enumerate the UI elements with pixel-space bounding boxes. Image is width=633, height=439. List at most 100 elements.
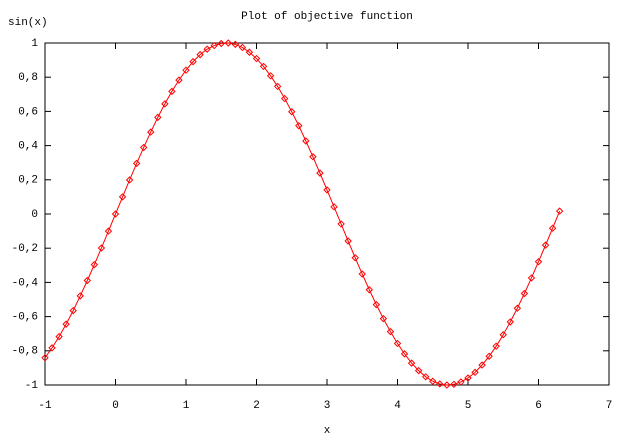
point-marker: [555, 207, 564, 215]
x-tick-label: 7: [606, 400, 613, 412]
point-marker: [154, 113, 162, 122]
point-marker: [224, 39, 233, 47]
series-line: [44, 42, 561, 386]
point-marker: [534, 258, 543, 266]
y-tick-label: 1: [31, 38, 38, 50]
point-marker: [421, 373, 430, 381]
point-marker: [189, 57, 197, 66]
point-marker: [457, 378, 465, 386]
point-marker: [443, 381, 451, 389]
x-tick-label: -1: [38, 400, 52, 412]
y-tick-label: -0,8: [12, 346, 38, 358]
point-marker: [393, 339, 402, 348]
point-marker: [344, 237, 352, 245]
point-marker: [280, 94, 289, 103]
point-marker: [266, 72, 275, 80]
point-marker: [450, 380, 458, 389]
point-marker: [379, 314, 388, 323]
x-tick-label: 0: [112, 400, 119, 412]
point-marker: [175, 76, 183, 84]
point-marker: [372, 300, 381, 309]
point-marker: [548, 224, 557, 232]
point-marker: [358, 270, 366, 278]
y-axis-label: sin(x): [8, 17, 48, 29]
y-tick-label: 0: [31, 209, 38, 221]
point-marker: [273, 82, 282, 91]
point-marker: [309, 153, 317, 161]
y-tick-label: 0,4: [18, 141, 38, 153]
point-marker: [527, 274, 536, 282]
point-marker: [210, 41, 218, 50]
point-marker: [245, 48, 254, 56]
point-marker: [414, 366, 423, 375]
point-marker: [295, 122, 303, 130]
point-marker: [407, 359, 416, 367]
point-marker: [485, 352, 493, 360]
point-marker: [436, 380, 444, 388]
point-marker: [62, 320, 70, 328]
point-marker: [238, 43, 247, 52]
point-marker: [464, 374, 472, 382]
point-marker: [111, 210, 120, 218]
point-marker: [541, 241, 550, 249]
x-tick-label: 1: [183, 400, 190, 412]
point-marker: [513, 304, 522, 312]
x-tick-label: 4: [394, 400, 401, 412]
point-marker: [478, 361, 486, 369]
point-marker: [323, 186, 331, 194]
point-marker: [168, 87, 176, 96]
point-marker: [217, 39, 225, 48]
x-tick-label: 2: [253, 400, 260, 412]
point-marker: [41, 354, 49, 362]
point-marker: [104, 227, 113, 235]
point-marker: [386, 327, 395, 336]
point-marker: [351, 254, 359, 262]
point-marker: [76, 292, 84, 300]
x-tick-label: 6: [535, 400, 542, 412]
y-tick-label: 0,6: [18, 106, 38, 118]
point-marker: [330, 203, 338, 211]
chart-title: Plot of objective function: [241, 11, 413, 23]
point-marker: [55, 332, 63, 341]
point-marker: [400, 350, 409, 358]
point-marker: [316, 169, 324, 177]
y-tick-label: 0,8: [18, 72, 38, 84]
point-marker: [365, 286, 374, 294]
x-axis-label: x: [324, 425, 331, 437]
point-marker: [48, 344, 56, 352]
y-tick-label: 0,2: [18, 175, 38, 187]
point-marker: [337, 220, 345, 228]
point-marker: [132, 159, 141, 168]
point-marker: [90, 260, 99, 269]
point-marker: [471, 368, 479, 377]
point-marker: [252, 54, 261, 63]
point-marker: [83, 276, 92, 285]
point-marker: [302, 137, 310, 145]
y-tick-label: -0,4: [12, 277, 39, 289]
point-marker: [139, 143, 148, 152]
x-tick-label: 3: [324, 400, 331, 412]
point-marker: [520, 289, 529, 298]
point-marker: [231, 40, 240, 49]
y-tick-label: -1: [25, 380, 39, 392]
point-marker: [492, 342, 500, 350]
point-marker: [118, 193, 127, 201]
point-marker: [259, 62, 268, 71]
point-marker: [506, 318, 515, 326]
point-marker: [97, 244, 106, 252]
point-marker: [499, 331, 507, 339]
y-tick-label: -0,6: [12, 312, 38, 324]
point-marker: [147, 128, 155, 136]
point-marker: [161, 100, 169, 108]
point-marker: [182, 66, 190, 74]
point-marker: [288, 108, 296, 116]
point-marker: [69, 306, 77, 315]
point-marker: [196, 50, 204, 59]
point-marker: [203, 45, 211, 53]
x-tick-label: 5: [465, 400, 472, 412]
point-marker: [125, 176, 134, 184]
point-marker: [429, 377, 437, 385]
y-tick-label: -0,2: [12, 243, 38, 255]
